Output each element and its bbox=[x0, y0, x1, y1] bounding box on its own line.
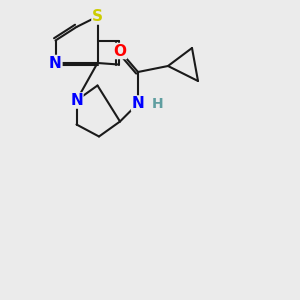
Text: N: N bbox=[132, 96, 144, 111]
Text: N: N bbox=[70, 93, 83, 108]
Text: O: O bbox=[113, 44, 127, 59]
Text: S: S bbox=[92, 9, 103, 24]
Text: H: H bbox=[152, 97, 163, 110]
Text: N: N bbox=[49, 56, 62, 70]
